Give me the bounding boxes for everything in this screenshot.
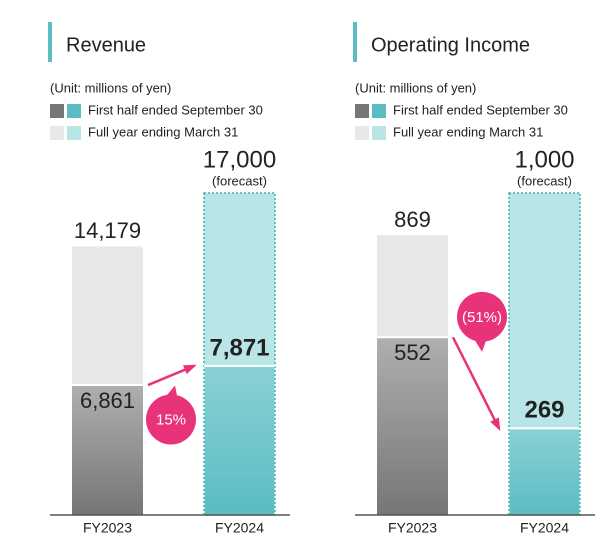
legend-swatch [372,126,386,140]
legend-swatch [355,126,369,140]
first-half-bar [205,365,274,515]
value-label: 1,000 [514,146,574,173]
value-label: 869 [394,207,431,232]
forecast-note: (forecast) [517,173,572,188]
first-half-bar [377,337,448,515]
legend-label: First half ended September 30 [393,102,568,117]
chart-title: Revenue [66,34,146,56]
legend-label: Full year ending March 31 [393,124,543,139]
value-label: 269 [524,397,564,424]
change-label: (51%) [462,309,502,326]
x-tick-label: FY2023 [83,520,132,536]
change-badge [457,291,507,342]
legend-swatch [372,104,386,118]
chart-title: Operating Income [371,34,530,56]
value-label: 14,179 [74,218,141,243]
title-accent [353,22,357,62]
legend-swatch [50,126,64,140]
x-tick-label: FY2023 [388,520,437,536]
first-half-bar [72,385,143,515]
x-tick-label: FY2024 [520,520,569,536]
value-label: 17,000 [203,146,276,173]
legend-swatch [67,126,81,140]
legend-swatch [50,104,64,118]
unit-note: (Unit: millions of yen) [50,80,171,95]
legend-label: Full year ending March 31 [88,124,238,139]
unit-note: (Unit: millions of yen) [355,80,476,95]
value-label: 6,861 [80,388,135,413]
change-badge [146,394,196,445]
value-label: 7,871 [209,334,269,361]
forecast-note: (forecast) [212,173,267,188]
title-accent [48,22,52,62]
change-label: 15% [156,411,186,428]
arrow-head [490,417,501,432]
badge-tail [165,385,177,398]
legend-label: First half ended September 30 [88,102,263,117]
change-arrow [451,336,501,429]
legend-swatch [67,104,81,118]
value-label: 552 [394,340,431,365]
legend-swatch [355,104,369,118]
arrow-head [183,364,197,375]
x-tick-label: FY2024 [215,520,264,536]
badge-tail [474,338,486,352]
first-half-bar [510,428,579,515]
